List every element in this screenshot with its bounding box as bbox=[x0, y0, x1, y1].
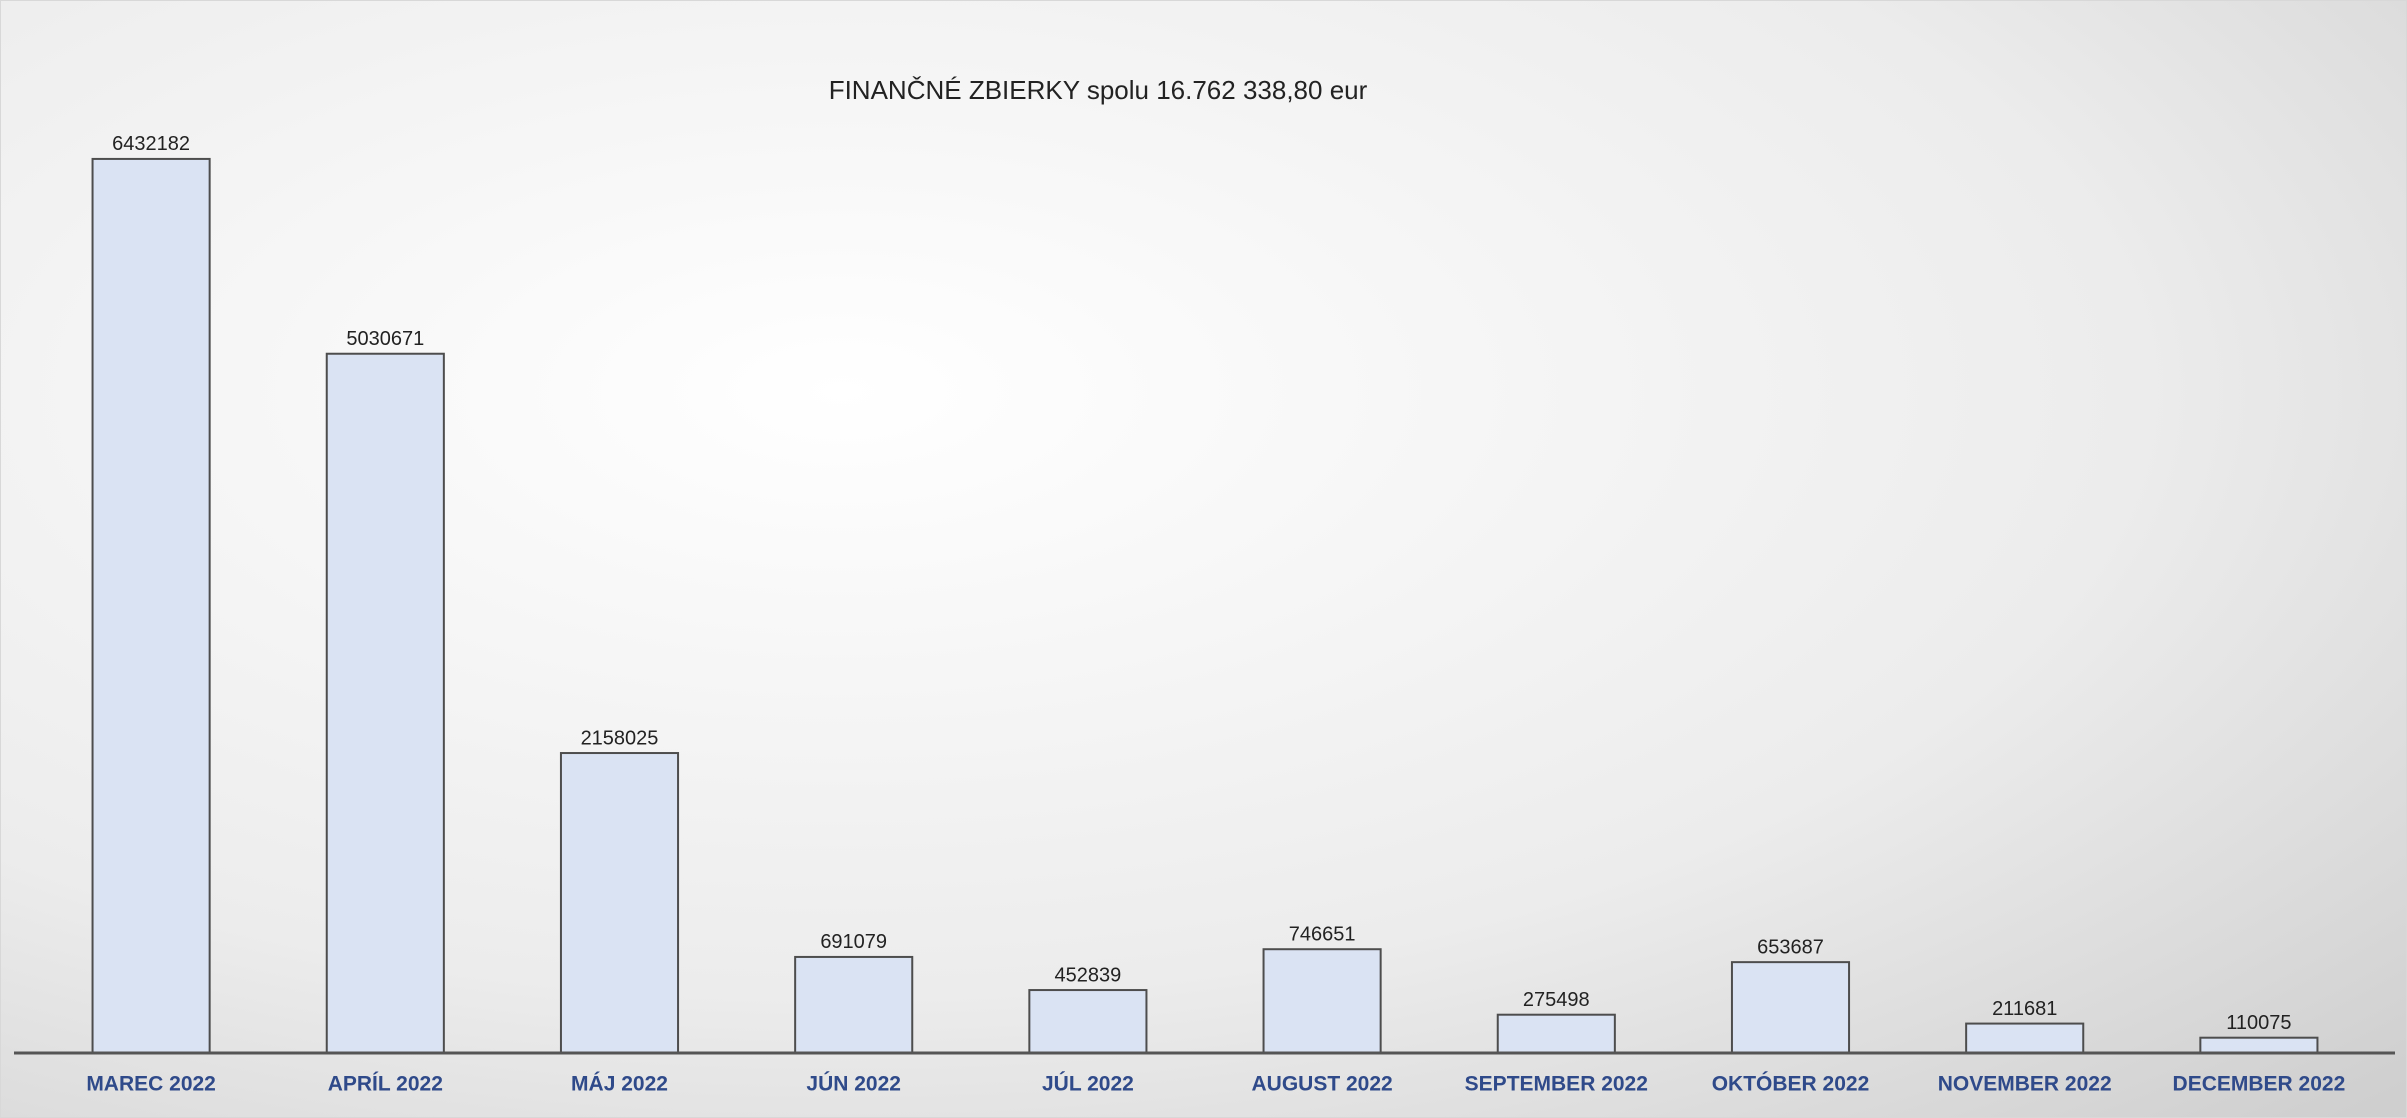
data-label: 110075 bbox=[2226, 1012, 2291, 1034]
data-label: 5030671 bbox=[346, 328, 424, 350]
bar bbox=[1730, 961, 1851, 1055]
x-tick-label: DECEMBER 2022 bbox=[2173, 1073, 2346, 1096]
data-label: 2158025 bbox=[581, 727, 659, 749]
x-tick-label: MAREC 2022 bbox=[86, 1073, 216, 1096]
bar bbox=[559, 752, 680, 1055]
x-tick-label: AUGUST 2022 bbox=[1251, 1073, 1392, 1096]
bar bbox=[1028, 989, 1148, 1054]
data-label: 691079 bbox=[820, 931, 887, 953]
x-tick-label: SEPTEMBER 2022 bbox=[1465, 1073, 1648, 1096]
data-label: 746651 bbox=[1289, 923, 1356, 945]
x-tick-label: OKTÓBER 2022 bbox=[1712, 1072, 1870, 1096]
bar bbox=[1262, 948, 1382, 1055]
x-tick-label: JÚN 2022 bbox=[806, 1072, 901, 1096]
bar bbox=[2199, 1036, 2319, 1055]
bar bbox=[1496, 1013, 1616, 1054]
bar bbox=[794, 955, 914, 1054]
bar bbox=[1965, 1022, 2085, 1055]
data-label: 275498 bbox=[1523, 989, 1590, 1011]
data-label: 211681 bbox=[1992, 998, 2057, 1020]
data-label: 6432182 bbox=[112, 133, 190, 155]
x-tick-label: APRÍL 2022 bbox=[328, 1073, 443, 1096]
bar bbox=[325, 352, 445, 1054]
x-tick-label: NOVEMBER 2022 bbox=[1938, 1073, 2112, 1096]
x-tick-label: JÚL 2022 bbox=[1042, 1072, 1134, 1096]
bar bbox=[91, 157, 211, 1054]
chart-title: FINANČNÉ ZBIERKY spolu 16.762 338,80 eur bbox=[829, 75, 1368, 105]
data-label: 653687 bbox=[1757, 936, 1824, 958]
x-tick-label: MÁJ 2022 bbox=[571, 1073, 668, 1096]
data-label: 452839 bbox=[1055, 964, 1122, 986]
